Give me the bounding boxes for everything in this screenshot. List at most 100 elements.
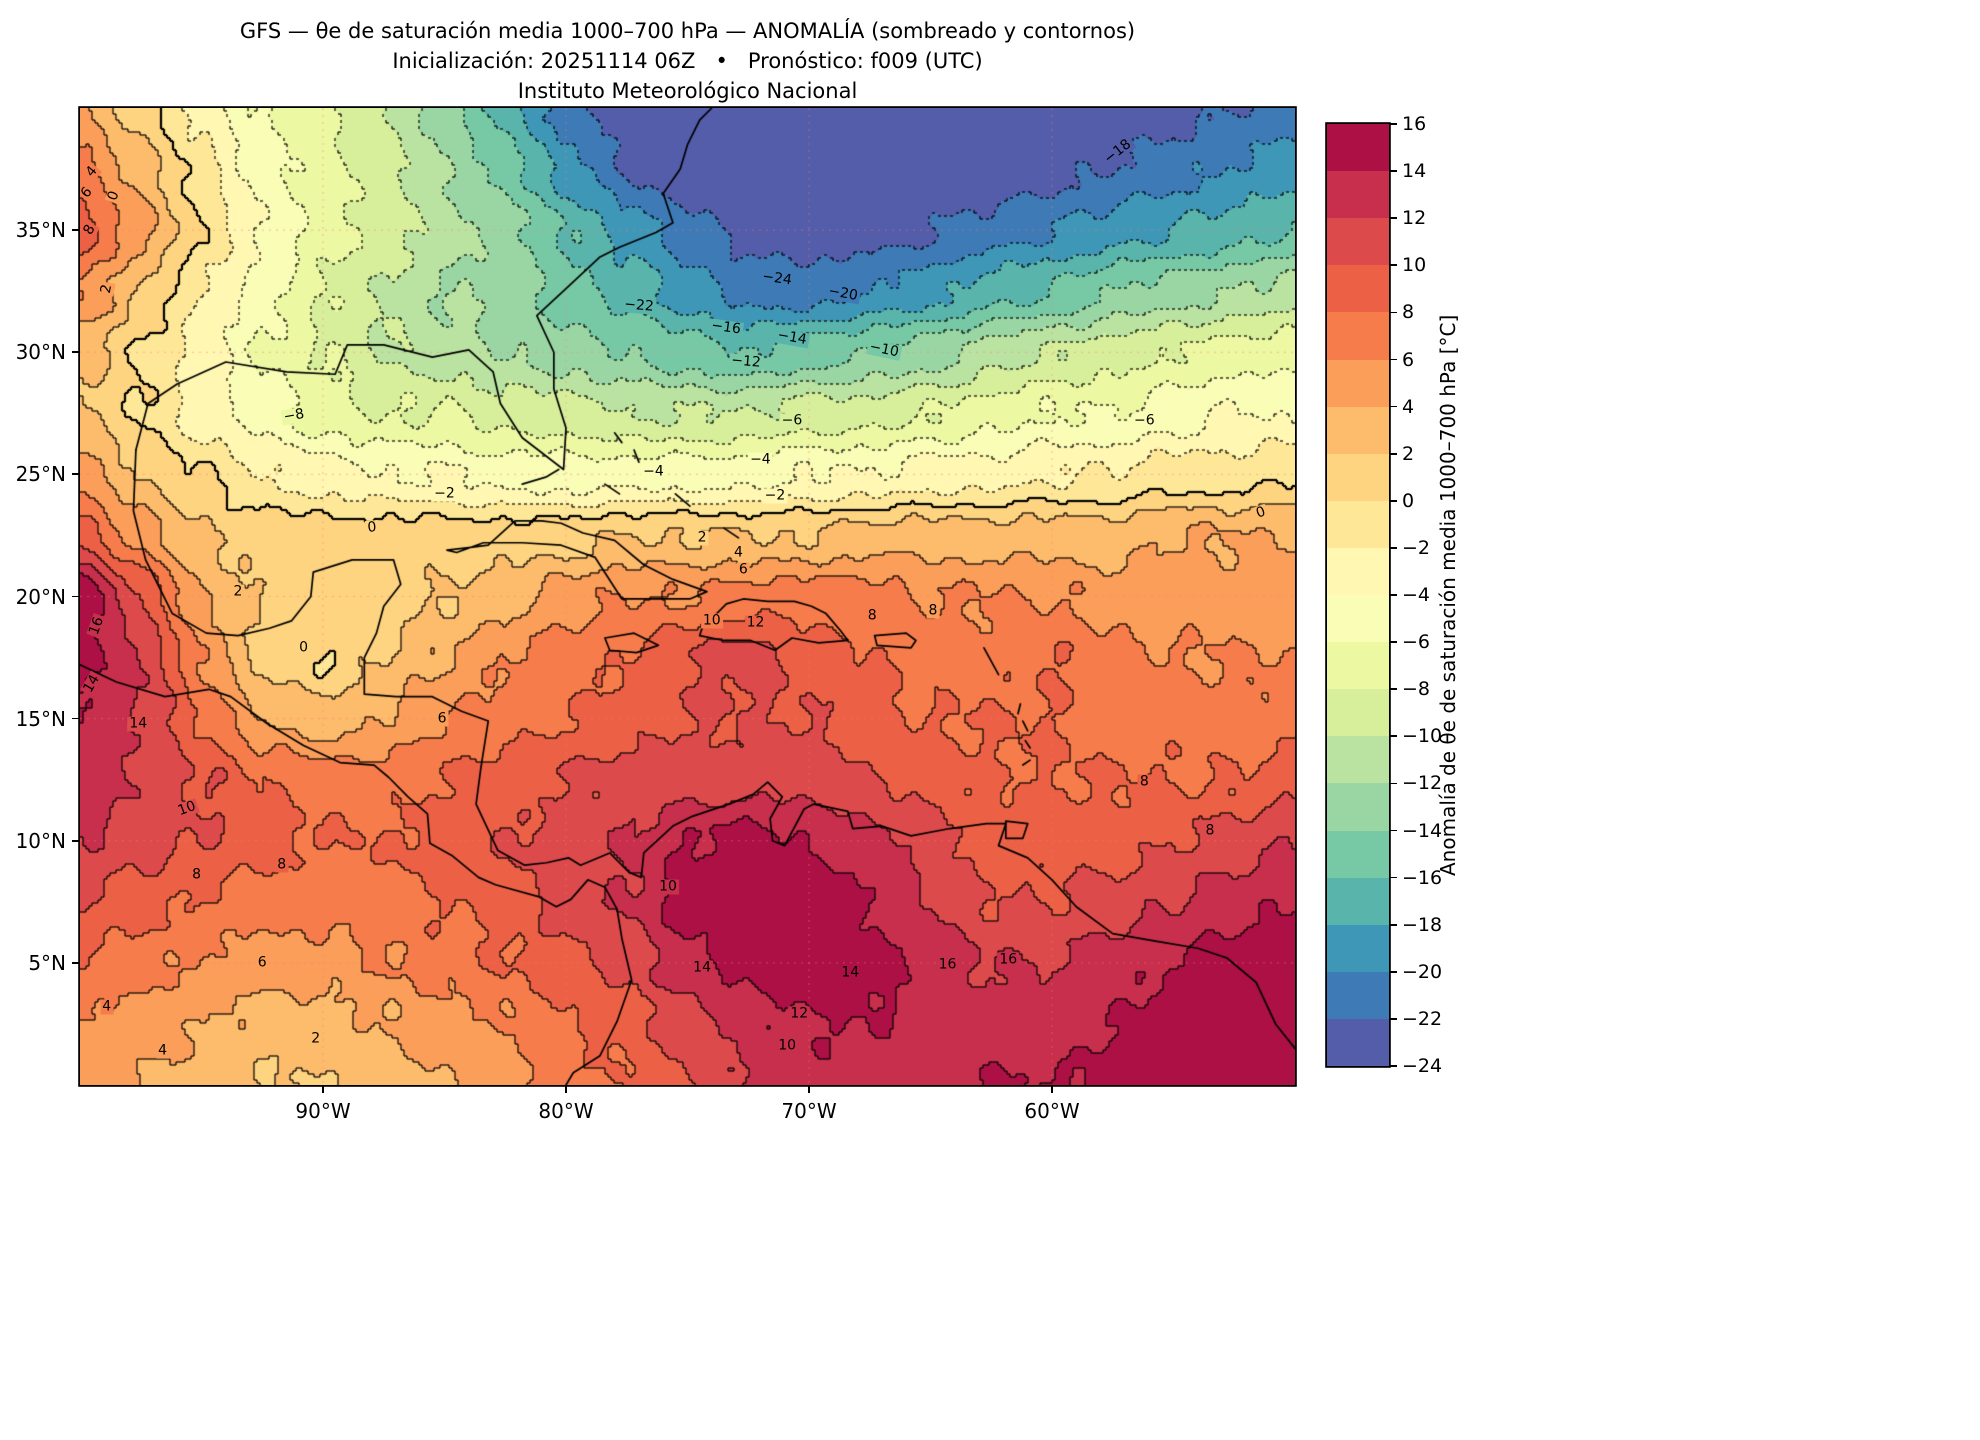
colorbar-band — [1327, 783, 1389, 832]
colorbar-tick-mark — [1389, 1018, 1397, 1020]
axis-tick-mark — [72, 473, 80, 476]
colorbar-tick-label: 16 — [1402, 113, 1427, 135]
axis-tick-mark — [72, 839, 80, 842]
contour-label: 4 — [156, 1042, 170, 1059]
contour-label: 8 — [275, 856, 289, 873]
colorbar-tick-label: 12 — [1402, 207, 1427, 230]
colorbar-tick-mark — [1389, 499, 1397, 502]
contour-label: 6 — [435, 710, 449, 727]
colorbar-tick-mark — [1389, 1065, 1397, 1067]
contour-label: 4 — [732, 544, 745, 561]
colorbar-band — [1327, 830, 1389, 879]
contour-label: 12 — [744, 614, 767, 631]
colorbar-tick-label: 0 — [1402, 489, 1415, 512]
map-plot-area: −18 −24 −20 −22 −16 −14 −12 −10 −8 −6 −6 −4 −2 0 0 2 4 6 2… — [80, 108, 1295, 1085]
colorbar-tick-mark — [1389, 264, 1397, 267]
colorbar-tick-mark — [1389, 405, 1397, 408]
contour-label: −2 — [432, 485, 457, 502]
lat-tick-label: 15°N — [15, 706, 66, 731]
contour-label: −22 — [621, 296, 657, 315]
axis-tick-mark — [1051, 1085, 1053, 1093]
colorbar-tick-mark — [1389, 358, 1397, 361]
figure-header: GFS — θe de saturación media 1000–700 hP… — [80, 16, 1295, 106]
colorbar-tick-mark — [1389, 123, 1397, 125]
colorbar-tick-mark — [1389, 170, 1397, 172]
contour-label: 2 — [97, 281, 116, 297]
colorbar-band — [1327, 171, 1389, 219]
lon-tick-label: 60°W — [1024, 1099, 1080, 1123]
colorbar-tick-label: 6 — [1402, 348, 1415, 371]
colorbar — [1327, 124, 1389, 1066]
contour-label: 10 — [657, 878, 679, 895]
figure-subtitle: Inicialización: 20251114 06Z • Pronóstic… — [392, 49, 983, 73]
colorbar-tick-label: 10 — [1402, 254, 1427, 277]
contour-label: 6 — [255, 954, 269, 971]
colorbar-tick-mark — [1389, 782, 1397, 785]
colorbar-tick-mark — [1389, 970, 1397, 973]
contour-label: 8 — [190, 866, 204, 883]
contour-label: 8 — [1137, 773, 1151, 790]
contour-label: 6 — [736, 561, 750, 578]
colorbar-tick-label: −18 — [1402, 913, 1443, 936]
lon-tick-label: 70°W — [781, 1099, 837, 1123]
colorbar-tick-label: −2 — [1402, 536, 1431, 559]
contour-label: −6 — [779, 412, 805, 429]
contour-label: 4 — [100, 998, 114, 1015]
colorbar-band — [1327, 124, 1389, 172]
axis-tick-mark — [72, 717, 80, 720]
contour-label: −4 — [641, 463, 666, 480]
contour-label: −4 — [748, 451, 773, 468]
colorbar-tick-label: −4 — [1402, 584, 1431, 606]
axis-tick-mark — [565, 1085, 567, 1093]
colorbar-tick-mark — [1389, 735, 1397, 738]
colorbar-tick-mark — [1389, 217, 1397, 220]
colorbar-band — [1327, 359, 1389, 408]
contour-label: 8 — [1203, 822, 1217, 839]
colorbar-tick-label: 14 — [1402, 160, 1427, 183]
colorbar-band — [1327, 265, 1389, 313]
colorbar-tick-mark — [1389, 688, 1397, 691]
contour-label: 10 — [776, 1037, 799, 1054]
colorbar-band — [1327, 406, 1389, 455]
figure-institution: Instituto Meteorológico Nacional — [517, 79, 858, 103]
contour-label: 14 — [127, 715, 150, 731]
contour-label: 16 — [936, 956, 959, 973]
contour-label: 12 — [788, 1005, 811, 1022]
contour-label: 0 — [364, 519, 379, 537]
contour-label: 8 — [865, 607, 879, 624]
colorbar-tick-label: −20 — [1402, 960, 1443, 983]
lat-tick-label: 25°N — [15, 462, 66, 487]
contour-label: 2 — [695, 529, 709, 546]
contour-label: −12 — [728, 352, 764, 371]
colorbar-tick-label: −14 — [1402, 819, 1443, 842]
colorbar-tick-mark — [1389, 452, 1397, 455]
colorbar-tick-label: 8 — [1402, 301, 1415, 324]
colorbar-tick-mark — [1389, 923, 1397, 926]
colorbar-tick-label: −12 — [1402, 772, 1443, 795]
contour-label: −6 — [1132, 412, 1157, 429]
colorbar-band — [1327, 924, 1389, 973]
colorbar-band — [1327, 218, 1389, 266]
colorbar-tick-label: −16 — [1402, 866, 1443, 889]
lat-tick-label: 10°N — [15, 828, 66, 853]
colorbar-tick-mark — [1389, 876, 1397, 879]
colorbar-band — [1327, 500, 1389, 549]
colorbar-band — [1327, 736, 1389, 784]
colorbar-band — [1327, 547, 1389, 596]
lat-tick-label: 5°N — [28, 950, 66, 975]
contour-label: 14 — [691, 959, 713, 976]
contour-label: 2 — [309, 1030, 323, 1047]
contour-label: 8 — [926, 602, 940, 619]
lat-tick-label: 35°N — [15, 218, 66, 243]
colorbar-band — [1327, 453, 1389, 502]
colorbar-band — [1327, 595, 1389, 643]
colorbar-tick-mark — [1389, 641, 1397, 643]
axis-tick-mark — [808, 1085, 810, 1093]
lat-tick-label: 20°N — [15, 584, 66, 609]
figure-title: GFS — θe de saturación media 1000–700 hP… — [239, 19, 1136, 43]
colorbar-band — [1327, 312, 1389, 361]
lat-tick-label: 30°N — [15, 340, 66, 365]
lon-tick-label: 80°W — [538, 1099, 594, 1123]
colorbar-tick-mark — [1389, 311, 1397, 314]
